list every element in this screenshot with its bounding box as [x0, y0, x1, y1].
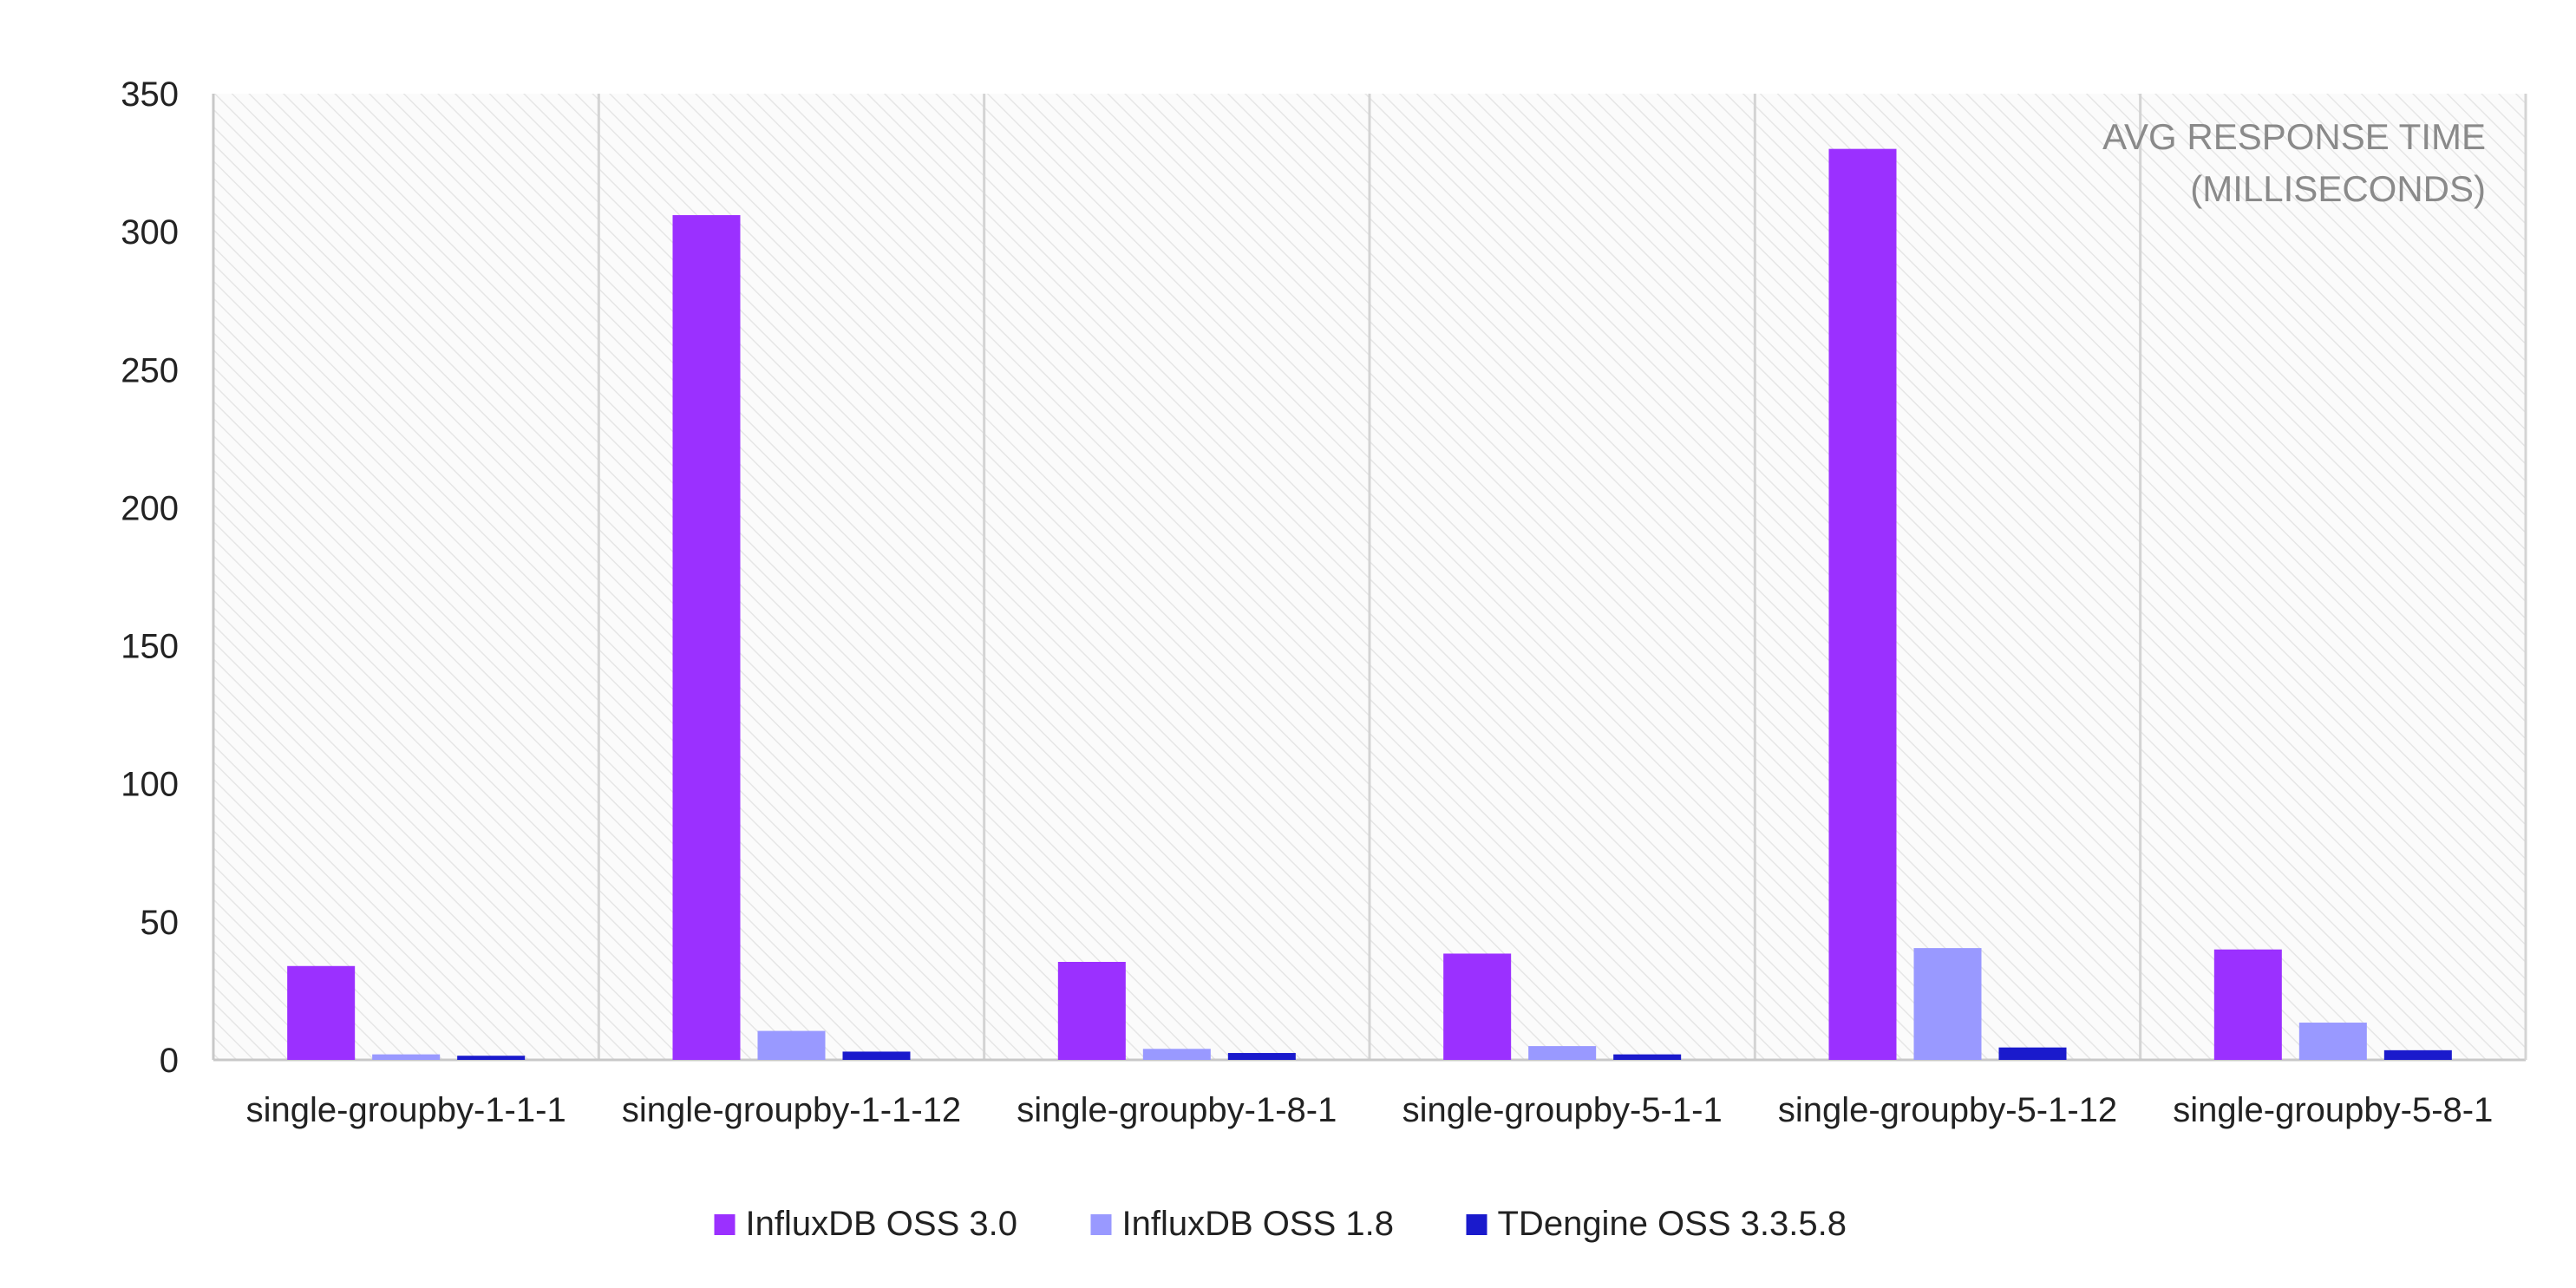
legend-label: InfluxDB OSS 3.0 — [746, 1205, 1017, 1243]
legend-swatch — [1466, 1214, 1487, 1235]
bar — [457, 1056, 526, 1060]
annotation-line-2: (MILLISECONDS) — [2190, 168, 2486, 209]
x-tick-label: single-groupby-5-1-12 — [1778, 1091, 2117, 1129]
bar — [842, 1051, 911, 1060]
axes — [212, 94, 2527, 1062]
y-tick-label: 150 — [121, 628, 179, 666]
y-axis-ticks: 0 50 100 150 200 250 300 350 — [121, 75, 179, 1080]
legend-item: InfluxDB OSS 1.8 — [1090, 1205, 1394, 1243]
y-tick-label: 50 — [141, 904, 180, 942]
bar — [1443, 953, 1512, 1060]
x-tick-label: single-groupby-1-1-1 — [246, 1091, 566, 1129]
bar — [1828, 148, 1897, 1061]
annotation-line-1: AVG RESPONSE TIME — [2102, 116, 2486, 157]
bar — [1227, 1053, 1296, 1060]
bar — [672, 215, 741, 1060]
bar — [1057, 962, 1126, 1060]
legend-swatch — [1090, 1214, 1112, 1235]
y-tick-label: 350 — [121, 75, 179, 114]
bar — [287, 965, 356, 1060]
category-separators — [597, 94, 2142, 1060]
y-tick-label: 100 — [121, 766, 179, 804]
x-tick-label: single-groupby-1-8-1 — [1017, 1091, 1337, 1129]
bar — [1528, 1046, 1597, 1060]
y-tick-label: 300 — [121, 213, 179, 252]
y-tick-label: 250 — [121, 351, 179, 389]
y-tick-label: 200 — [121, 489, 179, 527]
bar — [2213, 949, 2282, 1060]
bars — [287, 148, 2452, 1061]
legend-item: InfluxDB OSS 3.0 — [714, 1205, 1017, 1243]
bar — [1142, 1049, 1211, 1060]
x-tick-label: single-groupby-5-8-1 — [2173, 1091, 2493, 1129]
bar — [2298, 1023, 2367, 1060]
bar — [1913, 948, 1982, 1060]
bar — [372, 1054, 441, 1060]
x-tick-label: single-groupby-5-1-1 — [1402, 1091, 1723, 1129]
y-tick-label: 0 — [160, 1042, 179, 1080]
bar — [2383, 1049, 2452, 1060]
legend-item: TDengine OSS 3.3.5.8 — [1466, 1205, 1847, 1243]
legend-swatch — [714, 1214, 736, 1235]
chart-annotation: AVG RESPONSE TIME (MILLISECONDS) — [2102, 116, 2486, 209]
legend-label: InfluxDB OSS 1.8 — [1122, 1205, 1394, 1243]
x-tick-label: single-groupby-1-1-12 — [622, 1091, 961, 1129]
legend: InfluxDB OSS 3.0 InfluxDB OSS 1.8 TDengine… — [714, 1205, 1847, 1243]
bar — [757, 1030, 826, 1060]
legend-label: TDengine OSS 3.3.5.8 — [1498, 1205, 1847, 1243]
bar — [1998, 1047, 2067, 1060]
x-axis-labels: single-groupby-1-1-1 single-groupby-1-1-1… — [246, 1091, 2494, 1129]
bar — [1613, 1054, 1682, 1060]
